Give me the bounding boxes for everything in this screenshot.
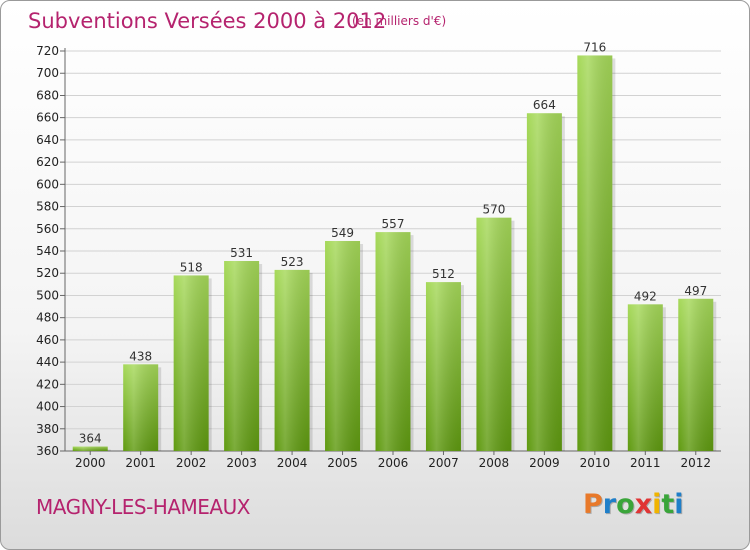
bars (72, 55, 717, 451)
y-tick-label: 500 (36, 288, 59, 302)
x-tick-label: 2006 (378, 456, 409, 470)
y-tick-label: 540 (36, 244, 59, 258)
bar-highlight (425, 282, 461, 451)
y-tick-label: 660 (36, 111, 59, 125)
bar-highlight (678, 298, 714, 451)
x-tick-label: 2002 (176, 456, 207, 470)
value-label: 492 (634, 289, 657, 303)
y-tick-label: 380 (36, 422, 59, 436)
y-tick-label: 400 (36, 400, 59, 414)
x-tick-label: 2010 (580, 456, 611, 470)
bar-highlight (577, 55, 613, 451)
x-tick-label: 2003 (226, 456, 257, 470)
y-axis: 360 380 400 420 440 460 480 500 520 540 560 580 600 6… (36, 44, 721, 458)
y-tick-label: 360 (36, 444, 59, 458)
bar-highlight (526, 113, 562, 451)
x-tick-label: 2005 (327, 456, 358, 470)
bar-highlight (476, 217, 512, 451)
x-tick-label: 2007 (428, 456, 459, 470)
bar-highlight (274, 269, 310, 451)
value-label: 512 (432, 267, 455, 281)
x-tick-label: 2004 (277, 456, 308, 470)
value-label: 557 (382, 217, 405, 231)
logo-letter: i (652, 489, 662, 520)
value-labels: 364 438 518 531 523 549 557 512 570 664 716 492 497 (79, 40, 707, 445)
bar-highlight (173, 275, 209, 451)
logo-letter: x (634, 489, 653, 520)
chart-title: Subventions Versées 2000 à 2012 (28, 9, 387, 33)
x-tick-label: 2000 (75, 456, 106, 470)
value-label: 523 (281, 255, 304, 269)
y-tick-label: 580 (36, 200, 59, 214)
value-label: 364 (79, 432, 102, 446)
logo-letter: P (583, 489, 603, 520)
bar-highlight (627, 304, 663, 451)
bar-highlight (375, 232, 411, 451)
y-tick-label: 700 (36, 66, 59, 80)
value-label: 438 (129, 349, 152, 363)
y-tick-label: 680 (36, 88, 59, 102)
commune-name: MAGNY-LES-HAMEAUX (36, 495, 250, 519)
bar-highlight (123, 364, 159, 451)
logo-letter: o (616, 489, 635, 520)
value-label: 549 (331, 226, 354, 240)
y-tick-label: 620 (36, 155, 59, 169)
value-label: 716 (583, 40, 606, 54)
y-tick-label: 440 (36, 355, 59, 369)
x-tick-label: 2008 (479, 456, 510, 470)
x-axis: 2000 2001 2002 2003 2004 2005 2006 2007 2008 2009… (75, 451, 711, 470)
y-tick-label: 420 (36, 377, 59, 391)
y-tick-label: 520 (36, 266, 59, 280)
bar-highlight (224, 261, 260, 451)
bar-highlight (72, 446, 108, 451)
proxiti-logo: Proxiti (583, 489, 684, 520)
value-label: 518 (180, 260, 203, 274)
logo-letter: i (674, 489, 684, 520)
value-label: 531 (230, 246, 253, 260)
bar-highlight (325, 241, 361, 451)
chart-subtitle: (en milliers d'€) (352, 14, 447, 28)
value-label: 570 (482, 203, 505, 217)
y-tick-label: 720 (36, 44, 59, 58)
y-tick-label: 460 (36, 333, 59, 347)
x-tick-label: 2012 (680, 456, 711, 470)
value-label: 664 (533, 98, 556, 112)
x-tick-label: 2009 (529, 456, 560, 470)
y-tick-label: 640 (36, 133, 59, 147)
y-tick-label: 600 (36, 177, 59, 191)
value-label: 497 (684, 284, 707, 298)
x-tick-label: 2011 (630, 456, 661, 470)
logo-letter: r (602, 489, 617, 520)
logo-letter: t (661, 489, 675, 520)
y-tick-label: 480 (36, 311, 59, 325)
y-tick-label: 560 (36, 222, 59, 236)
x-tick-label: 2001 (125, 456, 156, 470)
